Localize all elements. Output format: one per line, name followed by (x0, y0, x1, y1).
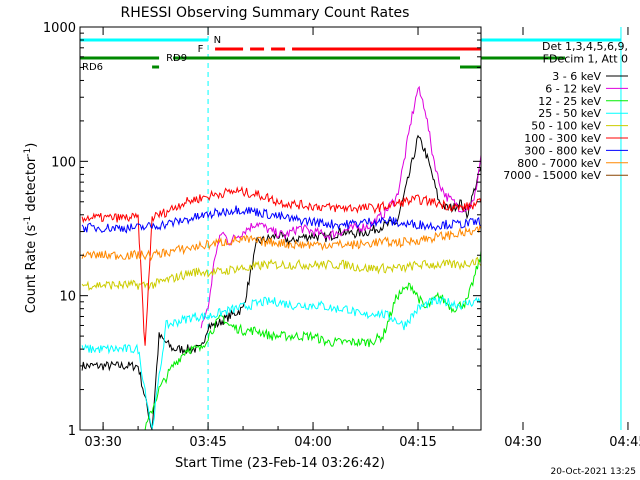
y-tick-label-0: 1 (68, 424, 76, 439)
x-tick-label-5: 04:45 (609, 435, 640, 450)
y-tick-label-1: 10 (59, 290, 76, 305)
x-tick-label-2: 04:00 (294, 435, 331, 450)
legend-label-3: 25 - 50 keV (538, 107, 601, 120)
series-line-5 (81, 185, 482, 346)
x-tick-label-1: 03:45 (189, 435, 226, 450)
legend-header-1: FDecim 1, Att 0 (543, 52, 628, 65)
y-tick-label-3: 1000 (43, 21, 76, 36)
legend-label-5: 100 - 300 keV (524, 132, 601, 145)
series-line-2 (144, 250, 482, 431)
series-line-3 (81, 295, 482, 431)
plot-area: NFRD9RD603:3003:4504:0004:1504:3004:4505… (43, 21, 640, 450)
legend-label-1: 6 - 12 keV (545, 82, 601, 95)
x-tick-label-0: 03:30 (84, 435, 121, 450)
y-axis-label: Count Rate (s-1 detector-1) (23, 143, 39, 314)
series-line-7 (81, 224, 482, 262)
footer-timestamp: 20-Oct-2021 13:25 (551, 467, 636, 477)
legend-label-7: 800 - 7000 keV (517, 157, 601, 170)
legend-label-2: 12 - 25 keV (538, 95, 601, 108)
legend-label-8: 7000 - 15000 keV (503, 169, 601, 182)
x-tick-label-3: 04:15 (399, 435, 436, 450)
x-axis-label: Start Time (23-Feb-14 03:26:42) (175, 456, 385, 471)
legend-header-0: Det 1,3,4,5,6,9, (542, 40, 628, 53)
legend-label-0: 3 - 6 keV (552, 70, 601, 83)
y-tick-label-2: 100 (51, 155, 76, 170)
state-bar-label-0: N (214, 35, 221, 46)
chart-title: RHESSI Observing Summary Count Rates (121, 5, 410, 21)
state-bar-label-2: RD9 (166, 53, 187, 64)
state-bar-label-1: F (198, 44, 204, 55)
x-tick-label-4: 04:30 (504, 435, 541, 450)
legend-label-6: 300 - 800 keV (524, 144, 601, 157)
series-line-1 (200, 85, 482, 329)
legend-label-4: 50 - 100 keV (531, 120, 601, 133)
legend: Det 1,3,4,5,6,9,FDecim 1, Att 0 3 - 6 keV… (503, 40, 628, 182)
plot-frame (79, 26, 482, 431)
state-bar-label-3: RD6 (82, 62, 103, 73)
series-line-6 (81, 205, 482, 234)
